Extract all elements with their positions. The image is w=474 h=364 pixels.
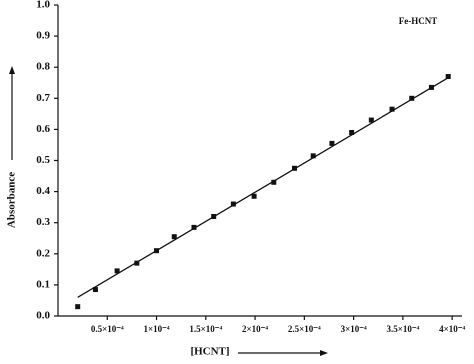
data-point (349, 130, 355, 136)
x-tick-label: 3.5×10⁻⁴ (386, 324, 419, 334)
x-tick-label: 2.5×10⁻⁴ (288, 324, 321, 334)
data-point (92, 287, 98, 293)
data-point (191, 224, 197, 230)
data-point (409, 95, 415, 101)
data-point (310, 153, 316, 159)
y-tick-label: 1.0 (36, 0, 50, 11)
y-tick-label: 0.4 (36, 185, 50, 197)
data-point (368, 117, 374, 123)
data-point (230, 201, 236, 207)
legend-text: Fe-HCNT (399, 16, 438, 26)
x-tick-label: 1×10⁻⁴ (143, 324, 169, 334)
fit-line (77, 75, 451, 298)
data-point (154, 248, 160, 254)
data-point (329, 140, 335, 146)
y-tick-label: 0.0 (36, 310, 50, 322)
x-tick-label: 0.5×10⁻⁴ (91, 324, 124, 334)
data-point (445, 74, 451, 80)
y-tick-label: 0.3 (36, 216, 50, 228)
data-point (211, 213, 217, 219)
data-point (251, 193, 257, 199)
data-point (75, 304, 81, 310)
data-point (171, 234, 177, 240)
y-tick-label: 0.6 (36, 123, 50, 135)
x-tick-label: 3×10⁻⁴ (341, 324, 367, 334)
y-tick-label: 0.5 (36, 154, 50, 166)
y-tick-label: 0.2 (36, 247, 50, 259)
x-tick-label: 2×10⁻⁴ (242, 324, 268, 334)
x-tick-label: 4×10⁻⁴ (439, 324, 465, 334)
y-arrow-head (9, 66, 15, 74)
y-tick-label: 0.8 (36, 61, 50, 73)
data-point (389, 106, 395, 112)
data-point (291, 165, 297, 171)
data-point (134, 260, 140, 266)
y-tick-label: 0.1 (36, 278, 50, 290)
x-tick-label: 1.5×10⁻⁴ (189, 324, 222, 334)
x-axis-label: [HCNT] (190, 346, 229, 358)
x-arrow-head (320, 350, 328, 356)
y-axis-label: Absorbance (6, 172, 18, 228)
data-point (428, 84, 434, 90)
data-point (271, 179, 277, 185)
y-tick-label: 0.9 (36, 30, 50, 42)
y-tick-label: 0.7 (36, 92, 50, 104)
data-point (114, 268, 120, 274)
